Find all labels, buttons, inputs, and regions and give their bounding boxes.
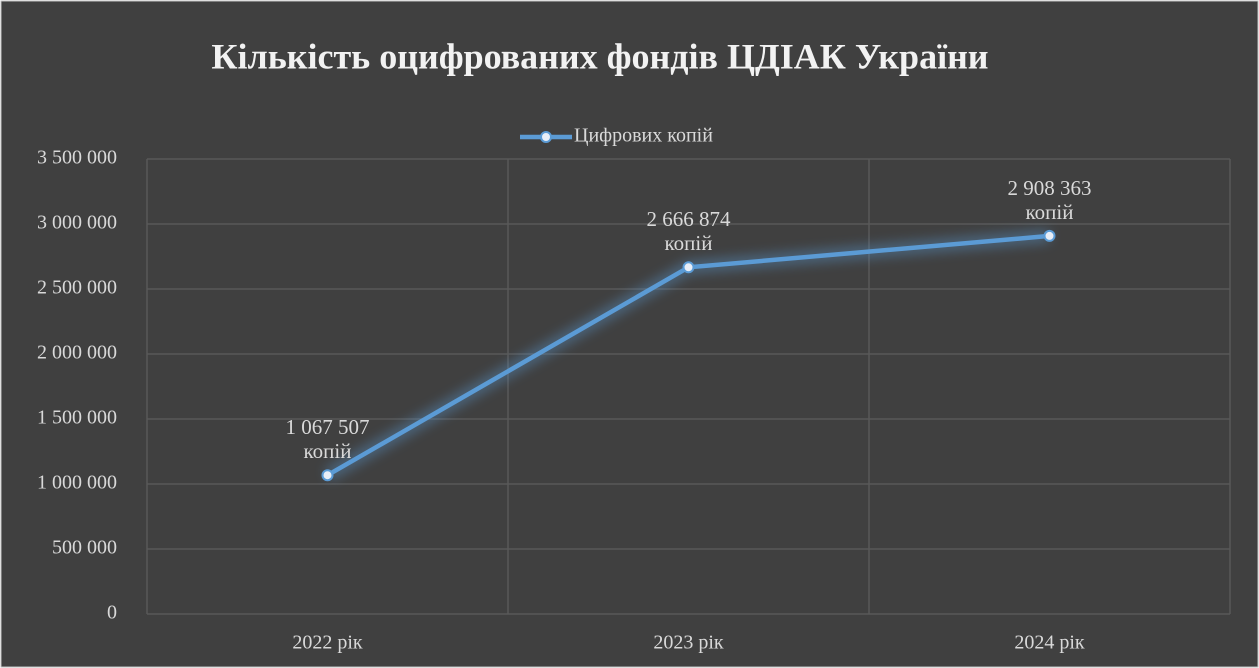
y-tick-label: 500 000: [52, 537, 117, 559]
y-tick-label: 3 500 000: [37, 147, 117, 169]
marker: [1043, 229, 1056, 242]
y-tick-label: 1 000 000: [37, 472, 117, 494]
data-label: 2 666 874 копій: [646, 207, 731, 256]
x-tick-label: 2024 рік: [1014, 632, 1085, 654]
marker: [321, 469, 334, 482]
marker: [682, 261, 695, 274]
y-tick-label: 1 500 000: [37, 407, 117, 429]
y-tick-label: 2 500 000: [37, 277, 117, 299]
legend-marker: [540, 131, 552, 143]
x-tick-label: 2023 рік: [653, 632, 724, 654]
y-tick-label: 3 000 000: [37, 212, 117, 234]
y-tick-label: 0: [107, 602, 117, 624]
data-label: 1 067 507 копій: [285, 415, 370, 464]
chart-title: Кількість оцифрованих фондів ЦДІАК Украї…: [211, 36, 988, 76]
data-label: 2 908 363 копій: [1007, 175, 1092, 224]
x-tick-label: 2022 рік: [292, 632, 363, 654]
legend-label: Цифрових копій: [574, 125, 713, 147]
y-tick-label: 2 000 000: [37, 342, 117, 364]
